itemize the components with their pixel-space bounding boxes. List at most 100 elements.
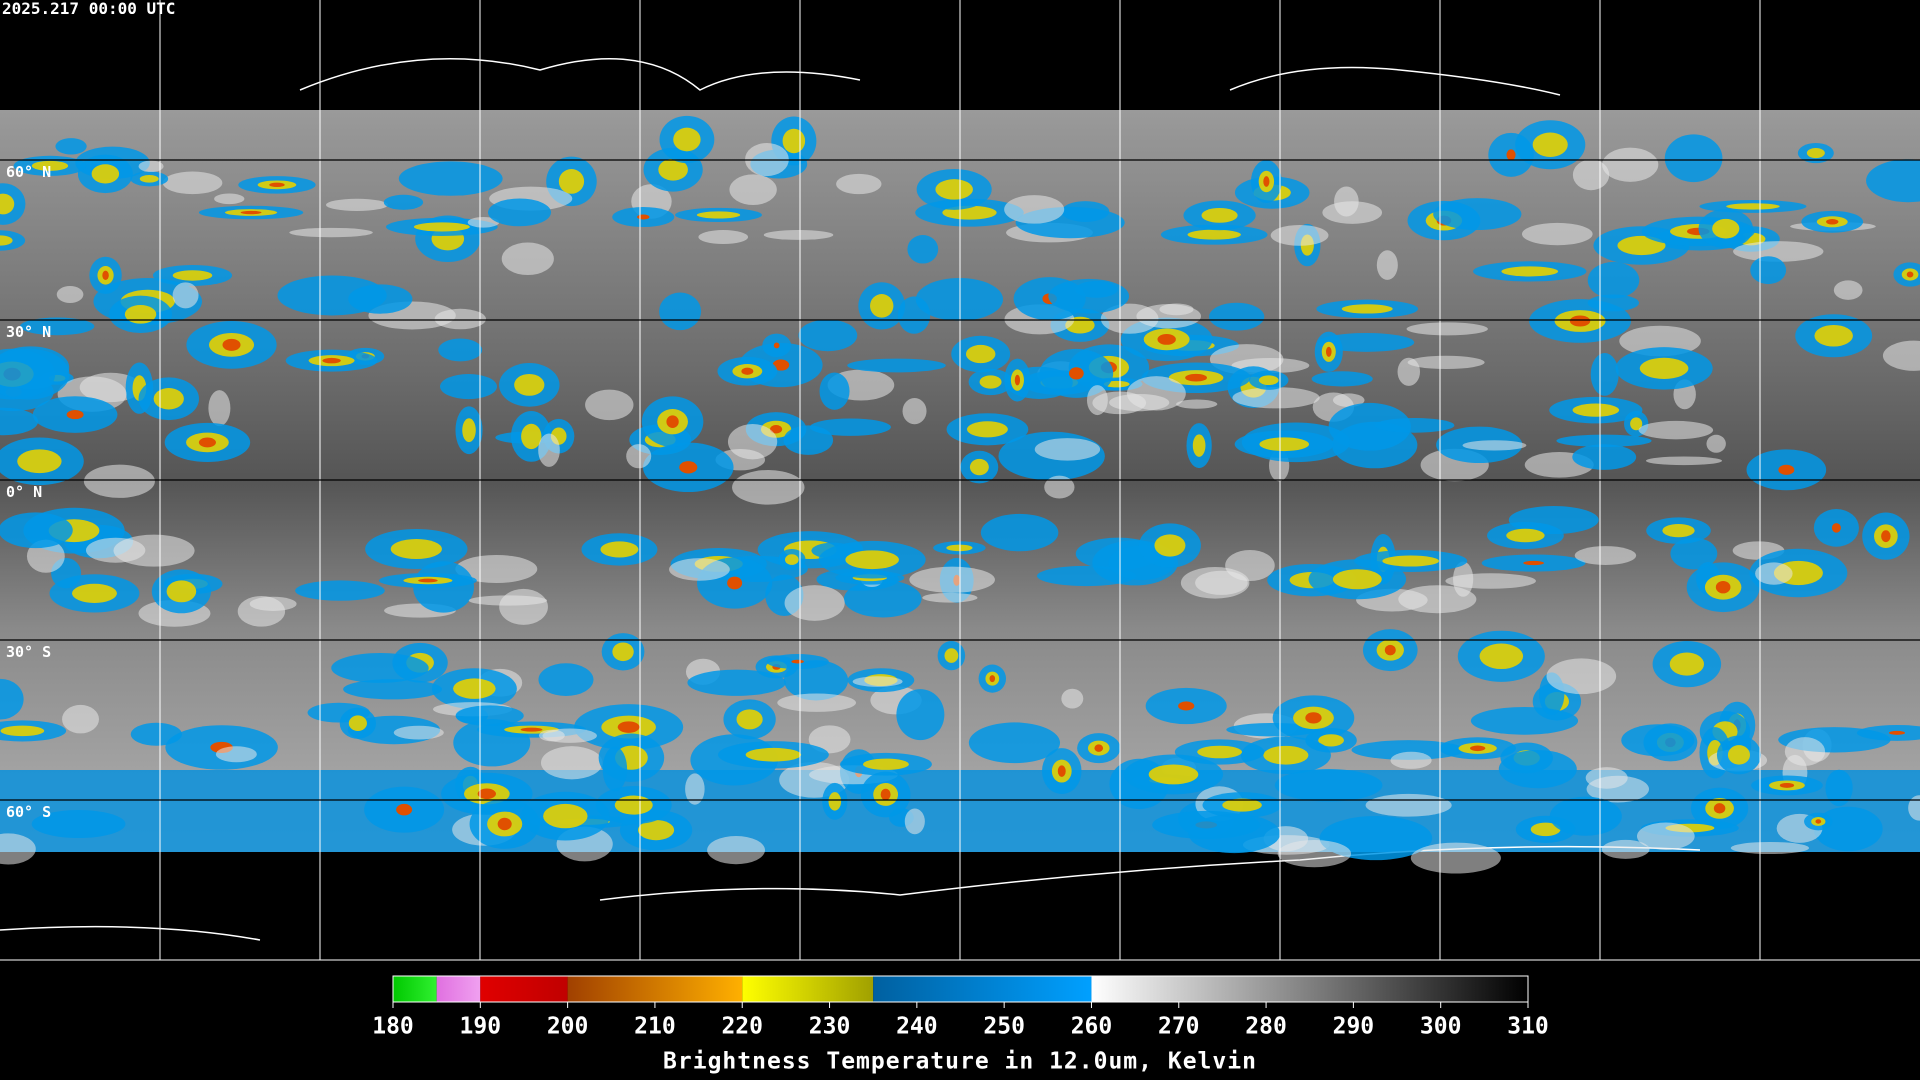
cloud-core — [71, 583, 117, 603]
cloud-white — [1462, 440, 1527, 451]
cloud-white — [1407, 355, 1485, 370]
cloud-top — [1506, 149, 1516, 161]
cloud-top — [1470, 745, 1486, 752]
cloud-blob — [847, 358, 946, 373]
cloud-blob — [0, 348, 70, 400]
colorbar-segment — [567, 976, 743, 1002]
cloud-top — [772, 359, 790, 371]
cloud-top — [1888, 730, 1906, 735]
cloud-core — [673, 127, 701, 152]
cloud-blob — [1750, 256, 1787, 285]
cloud-white — [685, 773, 705, 805]
cloud-core — [1154, 534, 1186, 557]
cloud-white — [784, 585, 845, 621]
cloud-core — [1639, 357, 1689, 379]
cloud-top — [1881, 530, 1891, 543]
cloud-core — [1572, 403, 1620, 417]
cloud-top — [396, 803, 413, 816]
cloud-core — [1712, 218, 1740, 239]
cloud-core — [462, 418, 476, 443]
cloud-white — [1445, 573, 1536, 589]
cloud-core — [1806, 148, 1825, 159]
colorbar-tick-label: 240 — [896, 1014, 938, 1040]
cloud-blob — [487, 198, 552, 227]
cloud-blob — [0, 678, 24, 720]
cloud-top — [102, 270, 109, 280]
cloud-core — [1630, 417, 1643, 431]
cloud-blob — [343, 679, 442, 700]
cloud-top — [520, 727, 543, 732]
cloud-core — [745, 747, 802, 762]
cloud-blob — [1556, 434, 1652, 447]
cloud-core — [1662, 523, 1695, 538]
colorbar-segment — [873, 976, 1092, 1002]
cloud-top — [1178, 701, 1195, 711]
cloud-white — [1398, 585, 1477, 614]
colorbar-segment — [436, 976, 481, 1002]
cloud-white — [1270, 224, 1329, 246]
cloud-top — [989, 675, 996, 683]
colorbar-tick-label: 300 — [1420, 1014, 1462, 1040]
map: 60° N 30° N 0° N 30° S 60° S — [0, 0, 1920, 961]
cloud-core — [1192, 434, 1206, 457]
cloud-white — [1833, 280, 1863, 300]
colorbar-segment — [480, 976, 568, 1002]
cloud-blob — [819, 372, 850, 410]
cloud-blob — [1866, 159, 1920, 203]
cloud-white — [1601, 839, 1650, 859]
cloud-blob — [968, 722, 1061, 764]
cloud-core — [979, 375, 1002, 389]
cloud-core — [91, 164, 120, 184]
cloud-core — [1617, 235, 1666, 256]
cloud-blob — [455, 705, 524, 727]
colorbar-tick-label: 290 — [1333, 1014, 1375, 1040]
colorbar-tick-label: 180 — [372, 1014, 414, 1040]
cloud-white — [214, 193, 245, 205]
cloud-top — [1057, 765, 1066, 777]
cloud-core — [1258, 375, 1279, 386]
cloud-top — [1779, 782, 1795, 788]
cloud-white — [729, 174, 777, 205]
cloud-white — [1572, 159, 1610, 191]
cloud-white — [1636, 822, 1695, 850]
cloud-blob — [348, 284, 413, 314]
cloud-white — [468, 595, 548, 606]
cloud-blob — [1621, 724, 1695, 757]
cloud-white — [777, 693, 857, 712]
cloud-white — [1232, 387, 1320, 409]
cloud-top — [418, 578, 438, 583]
cloud-core — [1532, 132, 1568, 157]
cloud-core — [31, 160, 69, 171]
cloud-blob — [0, 512, 73, 549]
cloud-white — [1034, 438, 1101, 461]
cloud-core — [1341, 304, 1393, 314]
cloud-core — [17, 449, 62, 474]
cloud-core — [969, 458, 989, 476]
cloud-white — [732, 470, 805, 505]
cloud-blob — [1374, 418, 1455, 433]
cloud-blob — [1825, 769, 1853, 807]
latitude-label: 60° S — [6, 803, 51, 821]
cloud-top — [637, 214, 650, 220]
cloud-white — [1365, 793, 1452, 817]
cloud-core — [784, 554, 799, 565]
cloud-white — [138, 160, 164, 173]
cloud-top — [1014, 374, 1021, 386]
colorbar-segment — [742, 976, 874, 1002]
timestamp: 2025.217 00:00 UTC — [2, 0, 175, 18]
cloud-core — [870, 294, 894, 318]
cloud-core — [153, 388, 184, 410]
cloud-white — [1410, 842, 1501, 874]
cloud-white — [237, 595, 286, 627]
cloud-top — [1826, 219, 1839, 225]
cloud-top — [322, 357, 341, 364]
colorbar-tick-label: 260 — [1071, 1014, 1113, 1040]
cloud-top — [1263, 176, 1270, 187]
cloud-white — [83, 464, 155, 498]
latitude-label: 60° N — [6, 163, 51, 181]
cloud-blob — [440, 374, 498, 400]
cloud-top — [773, 342, 780, 349]
cloud-top — [727, 576, 743, 590]
cloud-white — [922, 592, 978, 603]
colorbar-tick-label: 210 — [634, 1014, 676, 1040]
